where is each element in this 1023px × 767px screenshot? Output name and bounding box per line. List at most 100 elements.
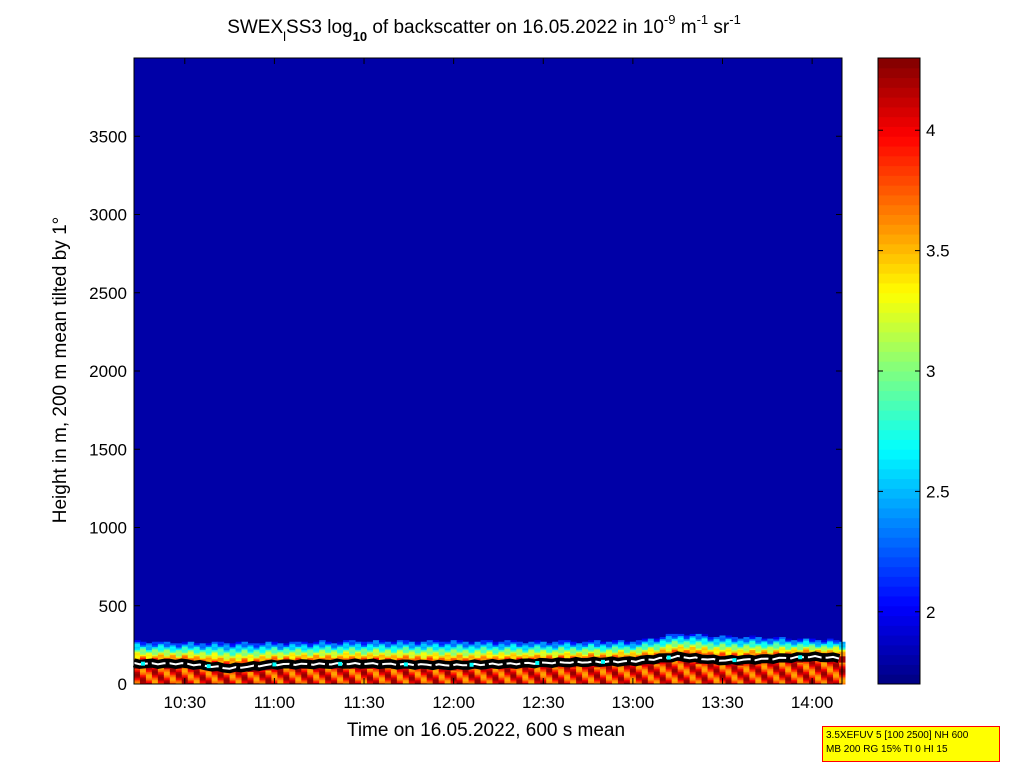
heatmap-cell — [432, 654, 440, 657]
heatmap-cell — [749, 663, 756, 666]
heatmap-cell — [677, 646, 685, 649]
heatmap-cell — [265, 646, 272, 649]
heatmap-cell — [217, 677, 225, 680]
heatmap-cell — [343, 641, 350, 644]
heatmap-cell — [821, 668, 828, 671]
heatmap-cell — [528, 671, 535, 674]
heatmap-cell — [134, 680, 141, 683]
heatmap-cell — [755, 679, 762, 682]
heatmap-cell — [611, 679, 619, 682]
colorbar-tick-label: 2.5 — [926, 482, 950, 501]
heatmap-cell — [528, 680, 535, 683]
heatmap-cell — [659, 666, 667, 669]
heatmap-cell — [432, 655, 440, 658]
heatmap-cell — [821, 651, 828, 654]
heatmap-cell — [271, 644, 278, 647]
heatmap-cell — [665, 665, 673, 668]
heatmap-cell — [301, 669, 308, 672]
colorbar-band — [878, 527, 920, 538]
heatmap-cell — [474, 677, 482, 680]
heatmap-cell — [755, 651, 762, 654]
heatmap-cell — [474, 654, 482, 657]
heatmap-cell — [761, 682, 768, 685]
heatmap-cell — [384, 674, 392, 677]
heatmap-cell — [600, 679, 607, 682]
heatmap-cell — [134, 649, 141, 652]
heatmap-cell — [163, 641, 171, 644]
heatmap-cell — [229, 673, 237, 676]
heatmap-cell — [444, 657, 452, 660]
heatmap-cell — [809, 643, 816, 646]
heatmap-cell — [253, 657, 260, 660]
heatmap-cell — [821, 643, 828, 646]
heatmap-cell — [420, 652, 428, 655]
heatmap-cell — [617, 641, 625, 644]
heatmap-cell — [468, 643, 476, 646]
heatmap-cell — [611, 644, 619, 647]
heatmap-cell — [134, 640, 141, 643]
heatmap-cell — [468, 673, 476, 676]
boundary-marker — [469, 662, 474, 667]
heatmap-cell — [139, 641, 147, 644]
heatmap-cell — [546, 671, 553, 674]
heatmap-cell — [659, 643, 667, 646]
heatmap-cell — [450, 676, 458, 679]
heatmap-cell — [629, 643, 637, 646]
heatmap-cell — [683, 668, 691, 671]
heatmap-cell — [217, 674, 225, 677]
heatmap-cell — [707, 679, 715, 682]
heatmap-cell — [450, 654, 458, 657]
heatmap-cell — [337, 669, 344, 672]
heatmap-cell — [289, 669, 296, 672]
heatmap-cell — [629, 641, 637, 644]
heatmap-cell — [193, 676, 201, 679]
heatmap-cell — [665, 666, 673, 669]
heatmap-cell — [510, 649, 517, 652]
chart-title: SWEXlSS3 log10 of backscatter on 16.05.2… — [227, 12, 741, 44]
heatmap-cell — [701, 648, 709, 651]
heatmap-cell — [653, 666, 661, 669]
heatmap-cell — [731, 654, 738, 657]
heatmap-cell — [809, 671, 816, 674]
heatmap-cell — [683, 640, 691, 643]
heatmap-cell — [139, 649, 147, 652]
heatmap-cell — [623, 674, 631, 677]
heatmap-cell — [480, 677, 488, 680]
heatmap-cell — [659, 674, 667, 677]
heatmap-cell — [139, 651, 147, 654]
heatmap-cell — [815, 641, 822, 644]
heatmap-cell — [307, 655, 314, 658]
heatmap-cell — [175, 671, 183, 674]
heatmap-cell — [833, 677, 840, 680]
heatmap-cell — [181, 668, 189, 671]
heatmap-cell — [695, 677, 703, 680]
heatmap-cell — [331, 677, 338, 680]
heatmap-cell — [522, 648, 529, 651]
heatmap-cell — [355, 679, 362, 682]
heatmap-cell — [647, 671, 655, 674]
heatmap-cell — [450, 646, 458, 649]
heatmap-cell — [695, 648, 703, 651]
heatmap-cell — [295, 657, 302, 660]
heatmap-cell — [564, 679, 571, 682]
heatmap-cell — [372, 668, 380, 671]
heatmap-cell — [486, 669, 493, 672]
heatmap-cell — [833, 644, 840, 647]
heatmap-cell — [408, 668, 416, 671]
heatmap-cell — [337, 652, 344, 655]
heatmap-cell — [827, 663, 834, 666]
heatmap-cell — [516, 682, 523, 685]
heatmap-cell — [677, 643, 685, 646]
heatmap-cell — [420, 677, 428, 680]
heatmap-cell — [349, 679, 356, 682]
heatmap-cell — [223, 673, 231, 676]
heatmap-cell — [408, 655, 416, 658]
heatmap-cell — [713, 674, 721, 677]
heatmap-cell — [187, 644, 195, 647]
heatmap-cell — [396, 673, 404, 676]
heatmap-cell — [205, 660, 213, 663]
heatmap-cell — [749, 649, 756, 652]
heatmap-cell — [456, 680, 464, 683]
heatmap-cell — [695, 662, 703, 665]
heatmap-cell — [229, 676, 237, 679]
